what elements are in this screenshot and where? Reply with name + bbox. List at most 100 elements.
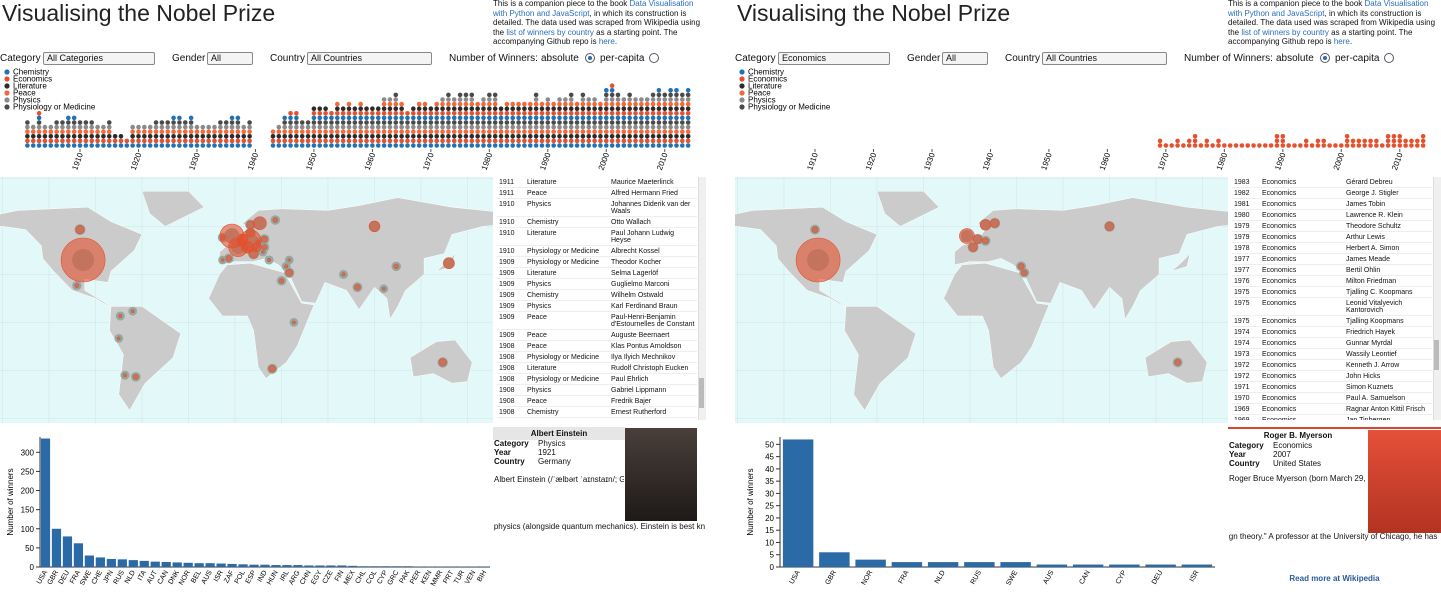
winner-row[interactable]: 1911 Peace Alfred Hermann Fried [497, 187, 697, 199]
winner-row[interactable]: 1981 Economics James Tobin [1232, 198, 1432, 210]
winner-row[interactable]: 1972 Economics John Hicks [1232, 370, 1432, 382]
winner-row[interactable]: 1979 Economics Arthur Lewis [1232, 231, 1432, 243]
dropdown[interactable]: All Countries [1042, 52, 1167, 65]
winner-row[interactable]: 1909 Physics Karl Ferdinand Braun [497, 300, 697, 312]
winner-category: Economics [1260, 220, 1344, 232]
winner-row[interactable]: 1975 Economics Tjalling Koopmans [1232, 315, 1432, 327]
dot [317, 120, 323, 125]
winner-row[interactable]: 1977 Economics James Meade [1232, 253, 1432, 265]
intro-link[interactable]: here [1333, 37, 1350, 47]
dropdown[interactable]: All [942, 52, 988, 65]
radio-per-capita[interactable] [649, 53, 659, 63]
winner-year: 1910 [497, 245, 525, 257]
winner-row[interactable]: 1908 Literature Rudolf Christoph Eucken [497, 362, 697, 374]
country-bubble [220, 258, 225, 262]
dot [551, 101, 556, 107]
winner-row[interactable]: 1974 Economics Gunnar Myrdal [1232, 337, 1432, 349]
winner-row[interactable]: 1908 Peace Fredrik Bajer [497, 395, 697, 407]
dot [112, 134, 118, 139]
dot [194, 129, 200, 134]
dot [504, 106, 510, 111]
dot [136, 124, 141, 130]
winner-row[interactable]: 1910 Literature Paul Johann Ludwig Heyse [497, 227, 697, 246]
dot [71, 143, 77, 148]
winner-row[interactable]: 1969 Economics Ragnar Anton Kittil Frisch [1232, 403, 1432, 415]
winner-row[interactable]: 1910 Physiology or Medicine Albrecht Kosse… [497, 245, 697, 257]
winner-row[interactable]: 1975 Economics Tjalling C. Koopmans [1232, 286, 1432, 298]
dot [510, 106, 516, 111]
winner-row[interactable]: 1909 Peace Paul-Henri-Benjamin d'Estournel… [497, 311, 697, 330]
intro-link[interactable]: Data Visualisation with Python and JavaS… [493, 0, 694, 18]
intro-link[interactable]: here [598, 37, 615, 47]
radio-absolute[interactable] [1320, 53, 1330, 63]
winner-row[interactable]: 1908 Physics Gabriel Lippmann [497, 384, 697, 396]
year-dots [1251, 143, 1256, 148]
year-dots [533, 92, 539, 148]
dropdown[interactable]: All [207, 52, 253, 65]
winner-row[interactable]: 1976 Economics Milton Friedman [1232, 275, 1432, 287]
radio-absolute[interactable] [585, 53, 595, 63]
dot [656, 115, 662, 121]
winner-name: Theodore Schultz [1344, 220, 1432, 232]
dot [1344, 143, 1350, 148]
dot [428, 106, 434, 111]
winner-row[interactable]: 1971 Economics Simon Kuznets [1232, 381, 1432, 393]
dot [352, 111, 358, 116]
dot [609, 115, 615, 121]
winner-row[interactable]: 1910 Chemistry Otto Wallach [497, 216, 697, 228]
dot [609, 101, 615, 107]
winner-row[interactable]: 1977 Economics Bertil Ohlin [1232, 264, 1432, 276]
info-text-cont: Albert Einstein (/ˈælbərt ˈaɪnstaɪn/; Ge… [494, 522, 705, 531]
year-dots [1315, 138, 1321, 148]
winner-row[interactable]: 1908 Peace Klas Pontus Arnoldson [497, 340, 697, 352]
winner-row[interactable]: 1975 Economics Leonid Vitalyevich Kantorov… [1232, 297, 1432, 316]
winner-row[interactable]: 1909 Physics Guglielmo Marconi [497, 278, 697, 290]
winner-row[interactable]: 1909 Physiology or Medicine Theodor Kocher [497, 256, 697, 268]
winner-row[interactable]: 1982 Economics George J. Stigler [1232, 187, 1432, 199]
dot [650, 92, 656, 98]
winner-row[interactable]: 1911 Literature Maurice Maeterlinck [497, 177, 697, 188]
dropdown[interactable]: All Categories [43, 52, 155, 65]
winner-row[interactable]: 1908 Physiology or Medicine Ilya Ilyich Me… [497, 351, 697, 363]
winner-row[interactable]: 1908 Chemistry Ernest Rutherford [497, 406, 697, 418]
wikipedia-link[interactable]: Read more at Wikipedia [1289, 574, 1380, 583]
dot [668, 138, 673, 144]
winner-row[interactable]: 1974 Economics Friedrich Hayek [1232, 326, 1432, 338]
winner-name: Leonid Vitalyevich Kantorovich [1344, 297, 1432, 316]
intro-link[interactable]: list of winners by country [1241, 27, 1329, 37]
winner-row[interactable]: 1970 Economics Paul A. Samuelson [1232, 392, 1432, 404]
dropdown[interactable]: All Countries [307, 52, 432, 65]
intro-link[interactable]: Data Visualisation with Python and JavaS… [1228, 0, 1429, 18]
winner-row[interactable]: 1908 Physiology or Medicine Paul Ehrlich [497, 373, 697, 385]
intro-link[interactable]: list of winners by country [506, 27, 594, 37]
winner-row[interactable]: 1972 Economics Kenneth J. Arrow [1232, 359, 1432, 371]
winner-row[interactable]: 1909 Peace Auguste Beernaert [497, 329, 697, 341]
winner-row[interactable]: 1979 Economics Theodore Schultz [1232, 220, 1432, 232]
radio-per-capita[interactable] [1384, 53, 1394, 63]
winner-row[interactable]: 1969 Economics Jan Tinbergen [1232, 414, 1432, 420]
winner-row[interactable]: 1973 Economics Wassily Leontief [1232, 348, 1432, 360]
dot [662, 129, 668, 134]
winner-row[interactable]: 1909 Literature Selma Lagerlöf [497, 267, 697, 279]
dot [451, 134, 457, 139]
dot [603, 115, 609, 121]
winner-row[interactable]: 1910 Physics Johannes Diderik van der Waal… [497, 198, 697, 217]
dot [1192, 143, 1198, 148]
winner-row[interactable]: 1980 Economics Lawrence R. Klein [1232, 209, 1432, 221]
year-dots [1397, 134, 1403, 148]
dot [48, 124, 54, 130]
scrollbar-thumb[interactable] [699, 378, 704, 408]
dot [434, 129, 440, 134]
dot [498, 111, 504, 116]
scrollbar-thumb[interactable] [1434, 340, 1439, 370]
dropdown[interactable]: Economics [778, 52, 890, 65]
winner-row[interactable]: 1909 Chemistry Wilhelm Ostwald [497, 289, 697, 301]
dot [142, 138, 147, 144]
winner-row[interactable]: 1983 Economics Gérard Debreu [1232, 177, 1432, 188]
dot [621, 115, 627, 121]
dot [615, 129, 621, 134]
winner-row[interactable]: 1978 Economics Herbert A. Simon [1232, 242, 1432, 254]
winner-category: Peace [525, 187, 609, 199]
dot [171, 143, 176, 148]
dot [223, 124, 229, 130]
